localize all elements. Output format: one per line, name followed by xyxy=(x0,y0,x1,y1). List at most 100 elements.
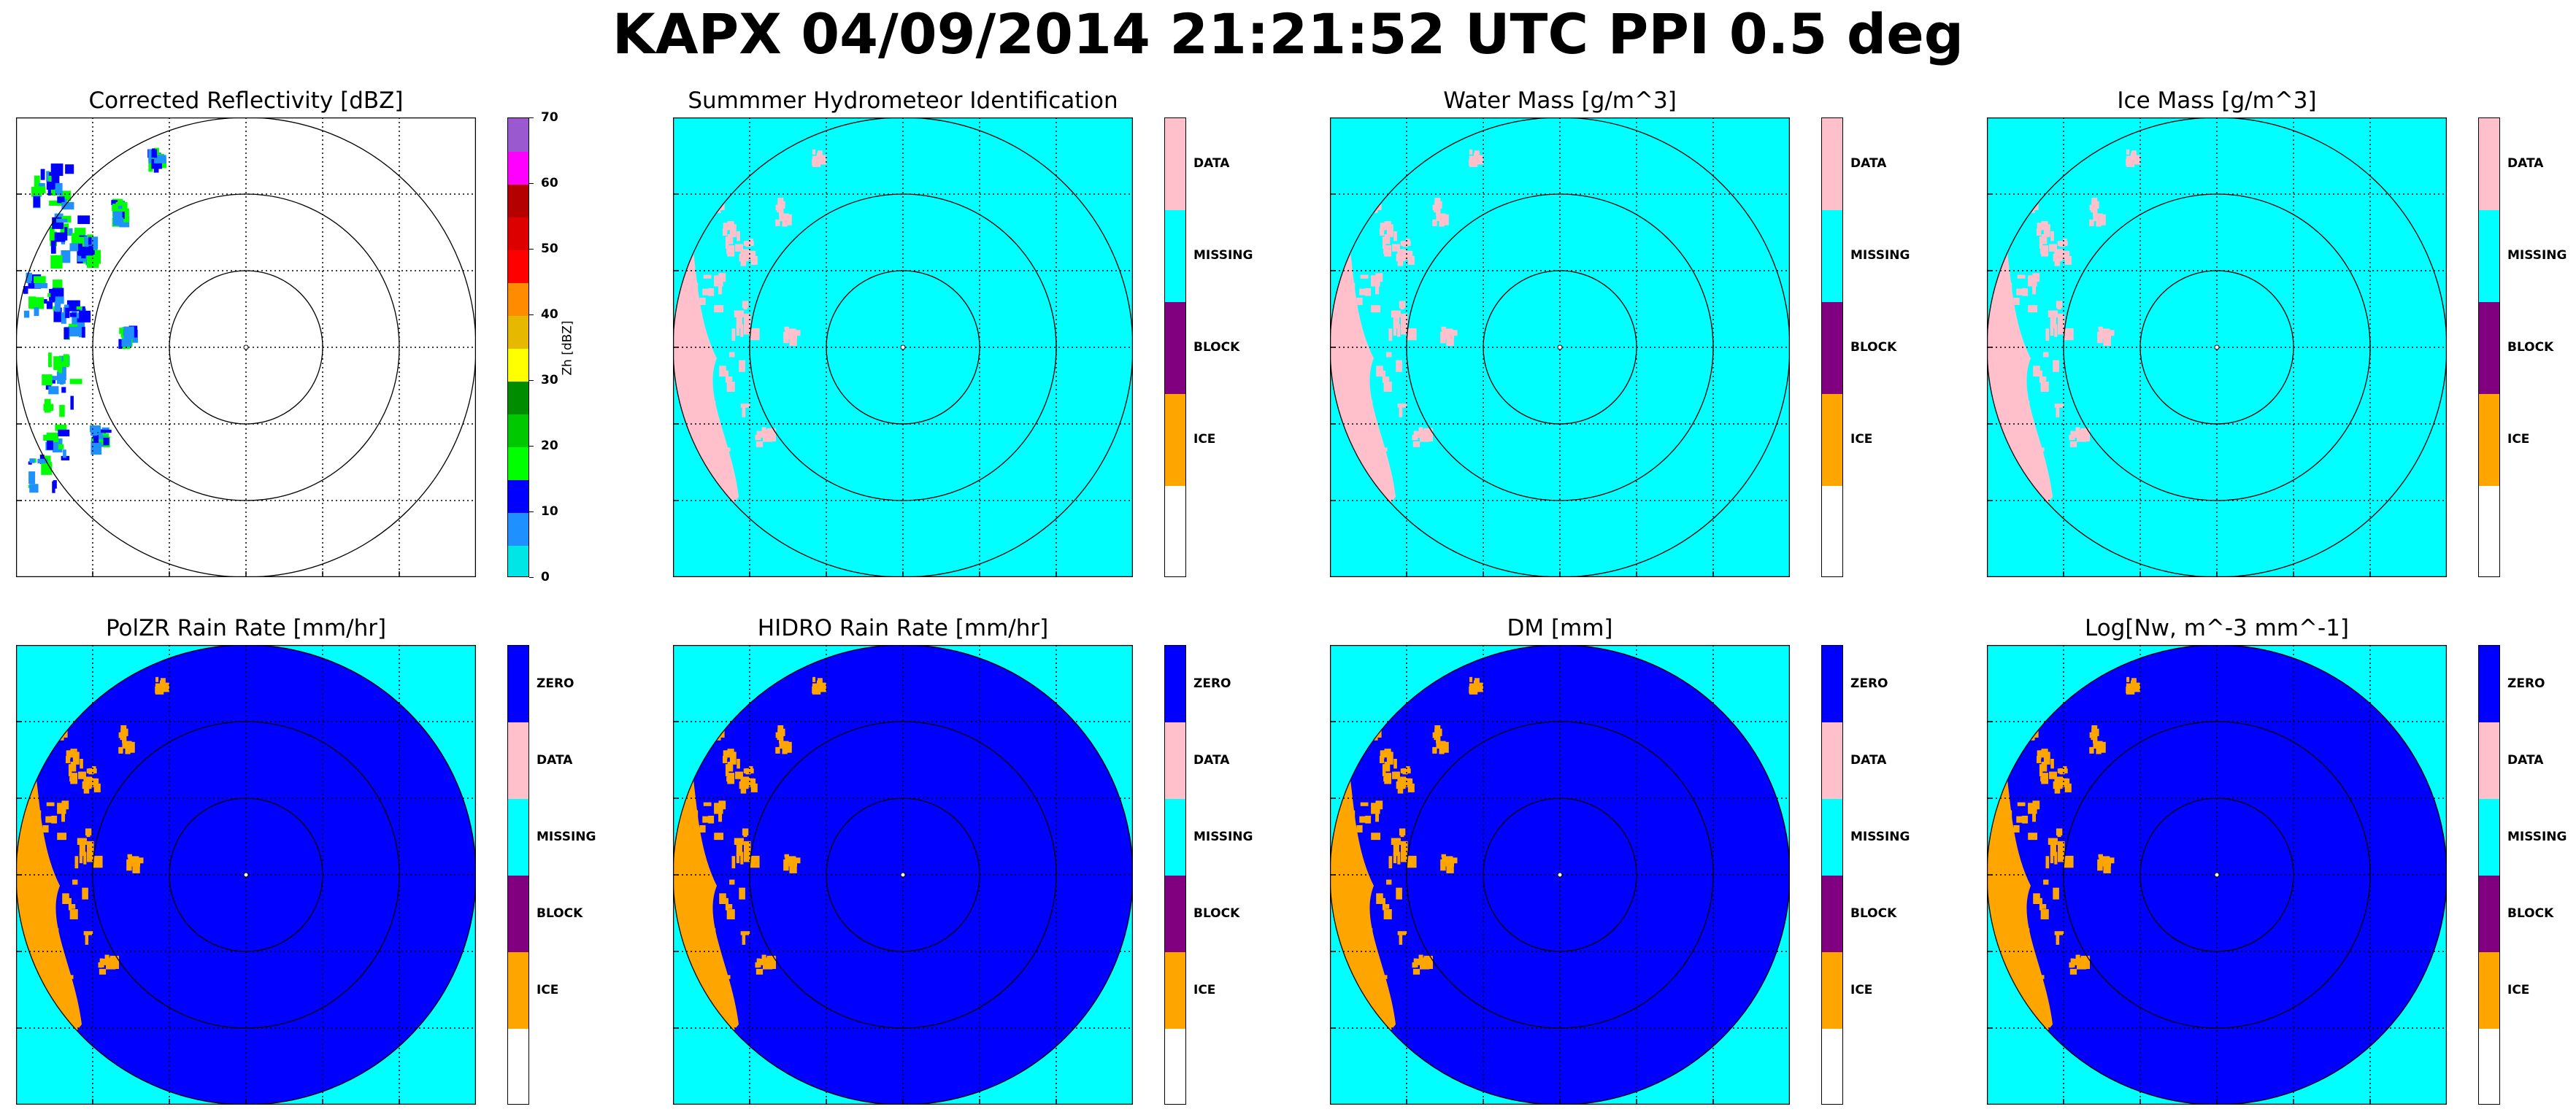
echo-cell xyxy=(1439,214,1445,227)
echo-cell xyxy=(2049,244,2057,252)
echo-cell xyxy=(2054,324,2058,337)
echo-cell xyxy=(2129,683,2139,689)
echo-cell xyxy=(72,879,78,885)
echo-cell xyxy=(2053,887,2059,900)
echo-cell xyxy=(1355,967,1361,972)
echo-cell xyxy=(2126,158,2130,166)
colorbar-segment xyxy=(2479,302,2499,395)
echo-cell xyxy=(61,455,70,460)
echo-cell xyxy=(2050,231,2054,242)
echo-cell xyxy=(1385,376,1390,382)
echo-cell xyxy=(39,182,45,189)
colorbar-category-label: DATA xyxy=(1193,156,1230,171)
echo-cell xyxy=(1347,298,1353,309)
echo-cell xyxy=(1359,288,1369,296)
echo-cell xyxy=(766,955,776,963)
echo-cell xyxy=(2043,224,2050,237)
radar-ppi-plot xyxy=(1330,645,1790,1105)
echo-cell xyxy=(2039,897,2042,911)
echo-cell xyxy=(2028,275,2037,287)
echo-cell xyxy=(120,725,127,730)
echo-cell xyxy=(2043,879,2049,885)
ppi-svg xyxy=(673,117,1133,577)
colorbar-segment xyxy=(1822,394,1842,487)
echo-cell xyxy=(2053,360,2059,372)
echo-cell xyxy=(2091,198,2098,203)
echo-cell xyxy=(734,310,744,317)
colorbar-category-label: BLOCK xyxy=(1850,340,1897,355)
echo-cell xyxy=(2008,810,2012,820)
echo-cell xyxy=(2075,954,2080,961)
echo-cell xyxy=(735,244,743,252)
echo-cell xyxy=(1473,152,1479,156)
echo-cell xyxy=(1360,802,1369,806)
echo-cell xyxy=(731,856,736,869)
echo-cell xyxy=(2041,233,2048,244)
echo-cell xyxy=(78,323,82,338)
colorbar-segment xyxy=(508,348,528,382)
echo-cell xyxy=(2028,980,2032,990)
echo-cell xyxy=(726,382,735,392)
echo-cell xyxy=(1443,856,1453,862)
colorbar-segment xyxy=(508,479,528,513)
colorbar-category-label: ICE xyxy=(1193,982,1216,997)
echo-cell xyxy=(2091,736,2094,741)
echo-cell xyxy=(2130,680,2136,684)
echo-cell xyxy=(42,824,49,833)
echo-cell xyxy=(775,219,780,226)
echo-cell xyxy=(1392,771,1400,779)
echo-cell xyxy=(53,232,66,242)
colorbar-segment xyxy=(2479,486,2499,576)
echo-cell xyxy=(46,181,55,190)
radar-ppi-plot xyxy=(16,117,476,577)
range-ring xyxy=(2139,270,2294,425)
echo-cell xyxy=(1396,781,1406,789)
echo-cell xyxy=(2039,236,2043,249)
echo-cell xyxy=(125,741,131,754)
echo-cell xyxy=(54,223,61,228)
echo-cell xyxy=(159,680,165,684)
echo-cell xyxy=(83,851,87,865)
colorbar-category-label: BLOCK xyxy=(1193,340,1240,355)
echo-cell xyxy=(1434,198,1441,203)
echo-cell xyxy=(50,255,63,269)
colorbar-category-label: MISSING xyxy=(1193,829,1253,844)
echo-cell xyxy=(1441,326,1446,331)
echo-cell xyxy=(2040,975,2045,979)
echo-cell xyxy=(1469,686,1473,694)
echo-cell xyxy=(2100,856,2110,862)
echo-cell xyxy=(1360,911,1369,916)
echo-cell xyxy=(61,814,66,822)
echo-cell xyxy=(1432,204,1439,211)
echo-cell xyxy=(129,856,139,862)
echo-cell xyxy=(155,686,159,694)
echo-cell xyxy=(729,224,737,237)
echo-cell xyxy=(740,324,744,337)
echo-cell xyxy=(761,427,766,433)
echo-cell xyxy=(112,204,118,217)
echo-cell xyxy=(784,854,789,858)
echo-cell xyxy=(1401,851,1407,862)
echo-cell xyxy=(49,961,53,974)
colorbar-tick-label: 40 xyxy=(541,307,558,322)
echo-cell xyxy=(66,750,71,760)
echo-cell xyxy=(1439,741,1445,754)
echo-cell xyxy=(1393,843,1399,857)
echo-cell xyxy=(707,401,716,407)
echo-cell xyxy=(2028,452,2032,463)
echo-cell xyxy=(86,768,97,773)
echo-cell xyxy=(2069,435,2075,440)
echo-cell xyxy=(1386,224,1393,237)
echo-cell xyxy=(1406,239,1410,246)
echo-cell xyxy=(777,736,780,741)
colorbar xyxy=(2478,645,2500,1105)
echo-cell xyxy=(740,249,750,257)
echo-cell xyxy=(1371,305,1381,313)
colorbar-category-label: BLOCK xyxy=(2507,340,2554,355)
echo-cell xyxy=(2021,401,2030,407)
echo-cell xyxy=(103,437,109,446)
colorbar-segment xyxy=(508,447,528,480)
echo-cell xyxy=(1423,428,1433,436)
echo-cell xyxy=(726,776,731,781)
echo-cell xyxy=(723,750,728,760)
